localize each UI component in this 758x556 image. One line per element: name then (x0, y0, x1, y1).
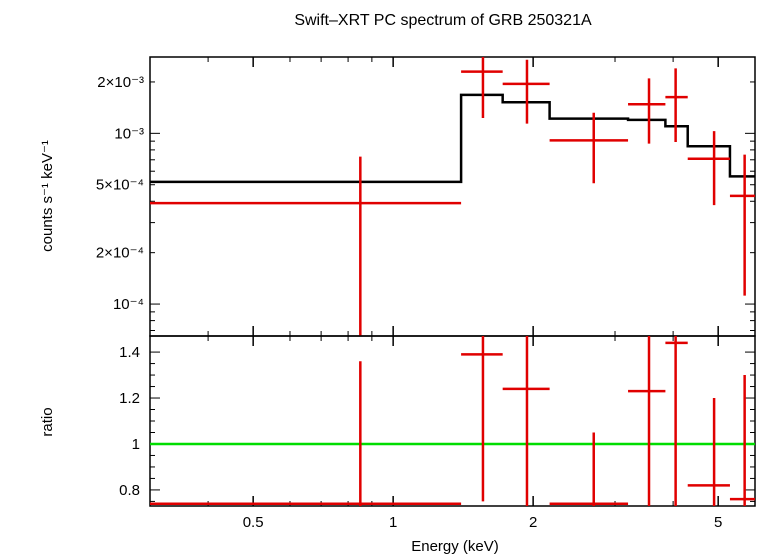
ratio-frame (149, 335, 756, 507)
x-tick-label: 5 (714, 514, 722, 531)
model-step-line (150, 93, 755, 184)
spectrum-frame (149, 56, 756, 337)
chart-title: Swift–XRT PC spectrum of GRB 250321A (294, 12, 592, 29)
y-axis-label-spectrum: counts s⁻¹ keV⁻¹ (39, 140, 56, 252)
spectrum-panel: 10⁻⁴ 2×10⁻⁴ 5×10⁻⁴ 10⁻³ 2×10⁻³ (96, 56, 756, 337)
ratio-y-tick-label: 1.2 (119, 390, 140, 407)
ratio-y-tick-label: 1.4 (119, 344, 140, 361)
ratio-y-tick-label: 0.8 (119, 482, 140, 499)
ratio-panel: 0.5 1 2 5 0.8 1 1.2 1.4 (119, 335, 756, 531)
y-axis-label-ratio: ratio (39, 407, 56, 436)
x-tick-label: 0.5 (243, 514, 264, 531)
x-tick-label: 1 (389, 514, 397, 531)
x-tick-label: 2 (529, 514, 537, 531)
spectrum-y-tick-label: 10⁻³ (114, 125, 144, 142)
spectrum-y-tick-label: 2×10⁻⁴ (96, 245, 144, 262)
spectrum-y-tick-label: 5×10⁻⁴ (96, 177, 144, 194)
x-axis-label: Energy (keV) (411, 538, 499, 555)
spectrum-y-tick-label: 10⁻⁴ (113, 296, 144, 313)
ratio-y-tick-label: 1 (132, 436, 140, 453)
spectrum-y-tick-label: 2×10⁻³ (97, 74, 144, 91)
